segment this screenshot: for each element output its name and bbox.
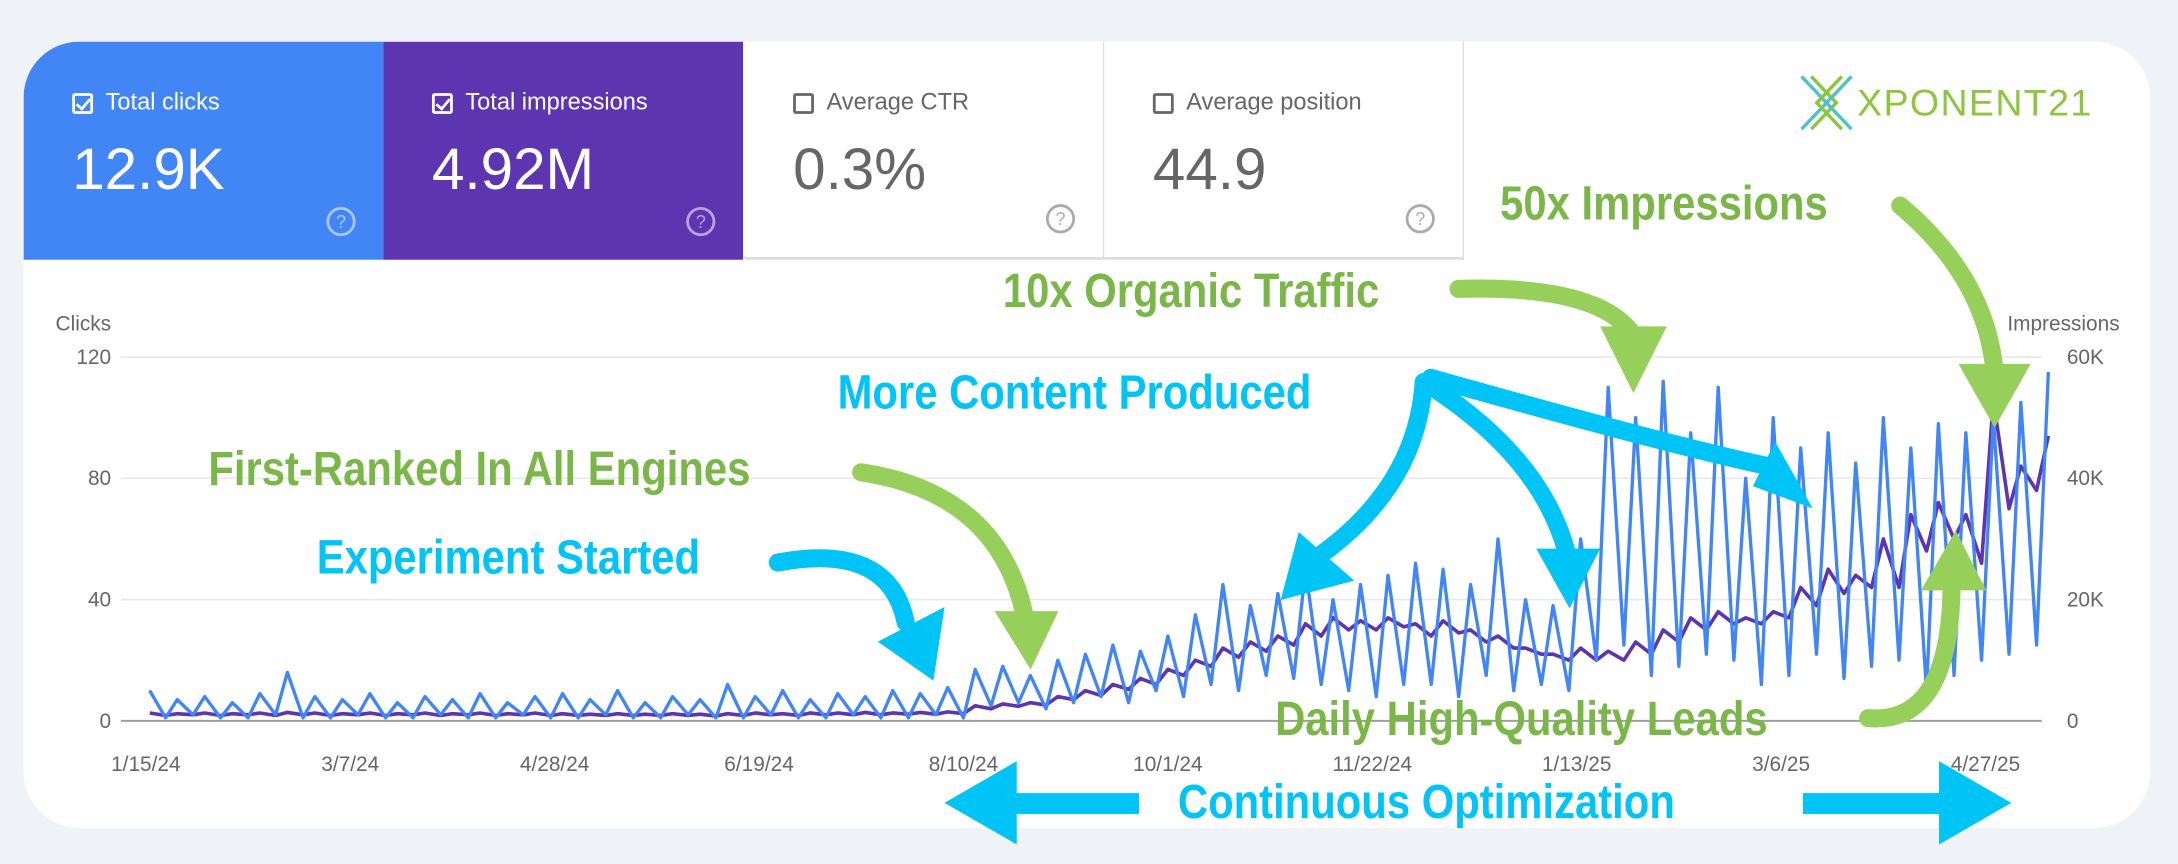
metric-tile-total-clicks[interactable]: Total clicks 12.9K ? <box>23 41 384 260</box>
left-tick-label: 80 <box>88 467 111 490</box>
x-tick-label: 1/15/24 <box>111 753 181 776</box>
right-tick-label: 20K <box>2067 589 2104 612</box>
help-icon[interactable]: ? <box>1405 204 1435 234</box>
checkbox-unchecked-icon[interactable] <box>793 92 814 114</box>
right-tick-label: 0 <box>2067 710 2079 733</box>
arrowhead-icon <box>1280 531 1355 601</box>
arrow-left-icon <box>944 761 1017 845</box>
annotation-first-ranked: First-Ranked In All Engines <box>208 441 751 496</box>
arrowhead-icon <box>994 611 1059 670</box>
x-tick-label: 3/7/24 <box>321 753 379 776</box>
x-tick-label: 8/10/24 <box>929 753 999 776</box>
arrow-content-2 <box>1421 377 1576 562</box>
metric-label: Average CTR <box>826 88 970 116</box>
arrowhead-icon <box>1536 548 1601 609</box>
annotation-more-content: More Content Produced <box>837 365 1312 420</box>
metric-value: 0.3% <box>793 136 927 202</box>
checkbox-unchecked-icon[interactable] <box>1152 92 1174 114</box>
x-chevron-logo-icon <box>1800 75 1853 131</box>
left-tick-label: 120 <box>76 346 111 369</box>
left-tick-label: 0 <box>100 710 112 733</box>
arrow-experiment <box>768 549 915 632</box>
arrow-content-1 <box>1310 372 1433 565</box>
metric-tile-average-ctr[interactable]: Average CTR 0.3% ? <box>744 41 1105 260</box>
performance-card: Total clicks 12.9K ? Total impressions 4… <box>23 41 2151 828</box>
annotation-experiment-started: Experiment Started <box>316 530 701 585</box>
x-tick-label: 11/22/24 <box>1333 753 1413 776</box>
arrow-right-shaft <box>1802 793 1942 814</box>
arrowhead-icon <box>1752 441 1813 509</box>
arrowhead-icon <box>1920 530 1987 591</box>
right-axis-title: Impressions <box>2007 313 2119 336</box>
metric-tile-total-impressions[interactable]: Total impressions 4.92M ? <box>383 41 744 260</box>
arrow-daily-leads <box>1859 581 1961 728</box>
x-tick-label: 4/28/24 <box>520 753 590 776</box>
arrow-content-3 <box>1421 368 1774 475</box>
annotation-50x-impressions: 50x Impressions <box>1500 176 1828 231</box>
x-tick-label: 6/19/24 <box>724 753 794 776</box>
metric-value: 4.92M <box>431 136 595 202</box>
x-tick-label: 10/1/24 <box>1133 753 1203 776</box>
annotation-continuous-optimization: Continuous Optimization <box>1177 775 1675 830</box>
checkbox-checked-icon[interactable] <box>72 92 94 114</box>
arrow-10x-traffic <box>1449 279 1642 343</box>
metric-value: 12.9K <box>72 136 225 202</box>
annotation-daily-leads: Daily High-Quality Leads <box>1275 691 1768 746</box>
arrowhead-icon <box>1600 326 1667 394</box>
right-tick-label: 40K <box>2067 467 2104 490</box>
metric-value: 44.9 <box>1152 136 1267 202</box>
arrow-50x-impressions <box>1891 196 2004 382</box>
arrowhead-icon <box>877 606 945 681</box>
x-tick-label: 4/27/25 <box>1951 753 2021 776</box>
logo: XPONENT21 <box>1799 74 2093 132</box>
arrowhead-icon <box>1958 363 2031 428</box>
arrow-right-icon <box>1939 761 2012 845</box>
right-tick-label: 60K <box>2067 346 2104 369</box>
metric-label: Total clicks <box>105 88 220 116</box>
metric-tile-average-position[interactable]: Average position 44.9 ? <box>1104 41 1465 260</box>
x-tick-label: 1/13/25 <box>1542 753 1612 776</box>
arrow-left-shaft <box>1011 793 1139 814</box>
left-axis-title: Clicks <box>56 313 112 336</box>
metric-label: Average position <box>1186 88 1362 116</box>
help-icon[interactable]: ? <box>326 206 356 237</box>
x-tick-label: 3/6/25 <box>1752 753 1810 776</box>
metric-label: Total impressions <box>465 88 648 116</box>
logo-text: XPONENT21 <box>1857 81 2093 123</box>
help-icon[interactable]: ? <box>686 206 716 237</box>
annotation-10x-organic-traffic: 10x Organic Traffic <box>1002 263 1380 319</box>
help-icon[interactable]: ? <box>1045 204 1076 234</box>
left-tick-label: 40 <box>88 589 111 612</box>
arrow-first-ranked <box>852 463 1035 628</box>
checkbox-checked-icon[interactable] <box>431 92 453 114</box>
series-line-clicks <box>148 372 2051 720</box>
